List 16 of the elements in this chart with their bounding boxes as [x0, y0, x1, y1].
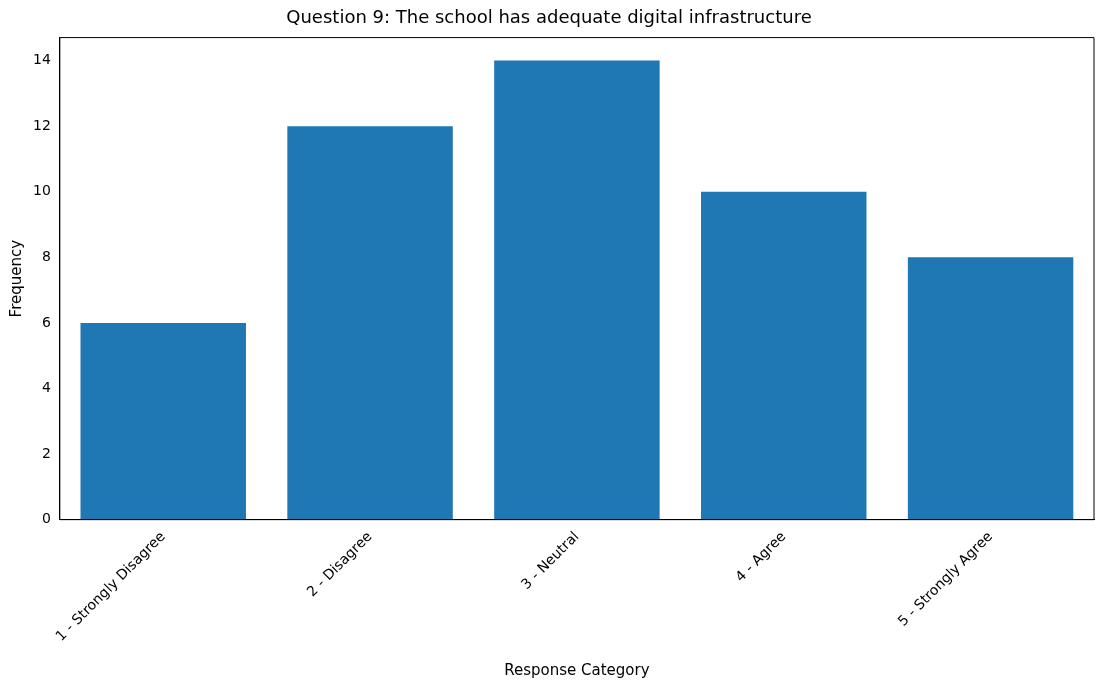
- y-tick-label: 2: [41, 444, 51, 461]
- y-tick-label: 10: [32, 182, 51, 199]
- y-tick-label: 0: [41, 510, 51, 527]
- y-tick-label: 6: [41, 313, 51, 330]
- bar: [80, 322, 246, 520]
- bar: [701, 191, 867, 520]
- bar: [907, 257, 1074, 520]
- x-axis-title: Response Category: [504, 660, 650, 679]
- y-tick-label: 12: [32, 116, 51, 133]
- chart-title: Question 9: The school has adequate digital infrastructure: [286, 6, 812, 28]
- bar: [287, 126, 453, 520]
- y-tick-label: 4: [41, 379, 51, 396]
- y-tick-label: 8: [41, 247, 51, 264]
- y-tick-label: 14: [32, 51, 51, 68]
- bar: [494, 60, 660, 520]
- y-axis-title: Frequency: [6, 239, 25, 318]
